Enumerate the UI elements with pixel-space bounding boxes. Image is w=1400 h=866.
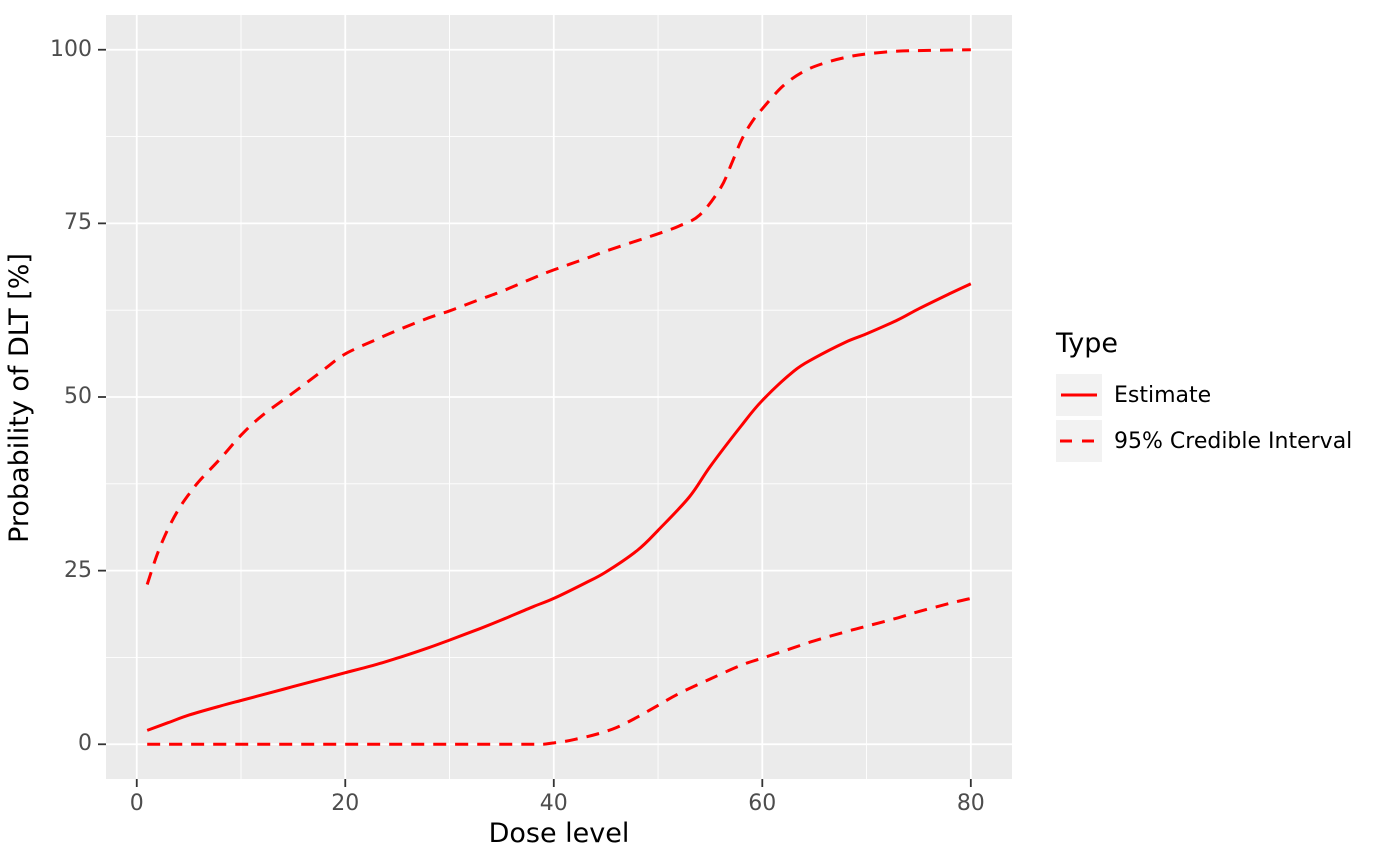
x-axis-title: Dose level [488,818,630,849]
legend-key-dashed-line-icon [1056,420,1102,462]
legend-title: Type [1056,328,1119,359]
x-tick-label: 40 [539,791,568,816]
legend-entry-label: Estimate [1114,382,1212,408]
legend-entry-credible-interval: 95% Credible Interval [1048,418,1398,464]
y-tick-label: 50 [64,384,92,409]
legend-entry-label: 95% Credible Interval [1114,428,1353,454]
legend: Type Estimate 95% Credible Interval [1048,326,1398,464]
y-tick-label: 100 [50,36,92,62]
y-tick-label: 75 [64,210,92,236]
y-tick-label: 25 [64,557,92,583]
x-tick-label: 60 [748,791,777,816]
legend-entry-estimate: Estimate [1048,372,1398,418]
legend-key-solid-line-icon [1056,374,1102,416]
x-tick-label: 80 [956,791,985,816]
y-tick-label: 0 [78,731,92,757]
x-tick-label: 20 [331,791,360,816]
x-tick-label: 0 [129,791,144,816]
